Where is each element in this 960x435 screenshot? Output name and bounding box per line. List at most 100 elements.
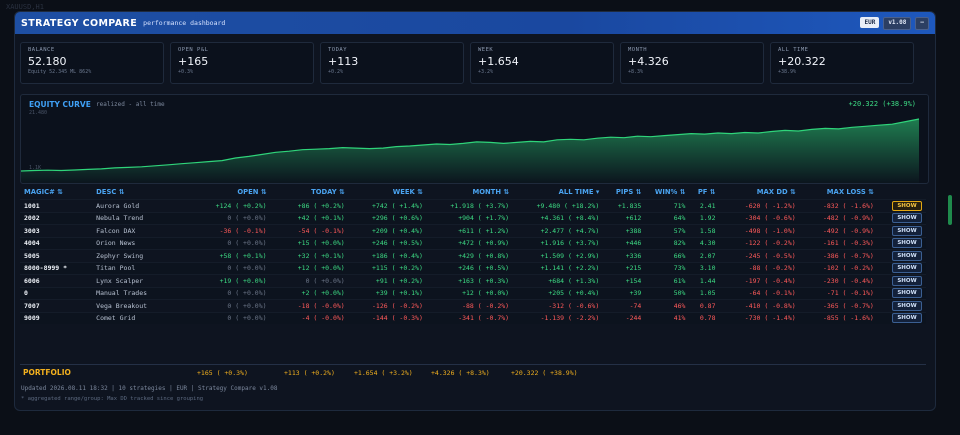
cell-desc: Nebula Trend [92, 211, 193, 225]
cell-maxloss: -71 ( -0.1%) [799, 286, 878, 300]
card-label: ALL TIME [778, 47, 809, 53]
col-win[interactable]: WIN% ⇅ [654, 188, 686, 196]
strategy-table: MAGIC# ⇅ DESC ⇅ OPEN ⇅ TODAY ⇅ WEEK ⇅ MO… [20, 185, 926, 324]
col-desc[interactable]: DESC ⇅ [96, 188, 125, 196]
col-pips[interactable]: PIPS ⇅ [615, 188, 642, 196]
card-label: WEEK [478, 47, 494, 53]
cell-maxdd: -245 ( -0.5%) [719, 249, 800, 262]
title-bar[interactable]: STRATEGY COMPARE performance dashboard E… [15, 12, 935, 34]
cell-today: 0 ( +0.0%) [270, 274, 349, 287]
equity-curve-subtitle: realized - all time [96, 101, 165, 108]
cell-maxloss: -230 ( -0.4%) [799, 274, 878, 287]
col-maxdd[interactable]: MAX DD ⇅ [756, 188, 796, 196]
col-week[interactable]: WEEK ⇅ [392, 188, 423, 196]
show-button[interactable]: SHOW [892, 300, 922, 311]
cell-today: -4 ( -0.0%) [270, 311, 349, 324]
app-title: STRATEGY COMPARE [21, 17, 138, 29]
cell-magic: 7007 [20, 299, 93, 312]
table-row: 7007 Vega Breakout 0 ( +0.0%) -18 ( -0.0%) -… [20, 299, 926, 312]
cell-alltime: +2.477 ( +4.7%) [513, 224, 604, 237]
version-chip: v1.08 [883, 17, 912, 30]
show-button[interactable]: SHOW [892, 250, 922, 261]
col-magic[interactable]: MAGIC# ⇅ [24, 188, 63, 196]
cell-maxdd: -304 ( -0.6%) [719, 211, 800, 225]
cell-maxdd: -620 ( -1.2%) [719, 199, 800, 212]
cell-maxdd: -197 ( -0.4%) [719, 274, 800, 287]
cell-desc: Vega Breakout [92, 299, 193, 312]
cell-maxdd: -64 ( -0.1%) [719, 286, 800, 300]
cell-week: +39 ( +0.1%) [348, 286, 427, 300]
cell-pips: +1.835 [603, 199, 646, 212]
show-button[interactable]: SHOW [892, 313, 922, 324]
cell-alltime: +205 ( +0.4%) [513, 286, 604, 300]
cell-win: 66% [645, 249, 690, 262]
show-button[interactable]: SHOW [892, 213, 922, 224]
cell-desc: Titan Pool [92, 261, 193, 275]
col-alltime[interactable]: ALL TIME ▾ [558, 188, 600, 196]
cell-pf: 0.87 [689, 299, 720, 312]
cell-action: SHOW [877, 249, 926, 262]
cell-win: 71% [645, 199, 690, 212]
cell-week: +296 ( +0.6%) [348, 211, 427, 225]
cell-pf: 3.10 [689, 261, 720, 275]
cell-open: 0 ( +0.0%) [192, 311, 271, 324]
cell-maxloss: -482 ( -0.9%) [799, 211, 878, 225]
equity-curve-line [21, 118, 920, 172]
summary-cards: BALANCE 52.180 Equity 52.345 ML 862% OPE… [20, 42, 914, 84]
card-sub: +38.9% [778, 69, 797, 75]
show-button[interactable]: SHOW [892, 200, 922, 211]
cell-alltime: +1.509 ( +2.9%) [513, 249, 604, 262]
cell-today: -18 ( -0.0%) [270, 299, 349, 312]
cell-open: +124 ( +0.2%) [192, 199, 271, 212]
cell-today: +12 ( +0.0%) [270, 261, 349, 275]
card-value: +20.322 [778, 55, 826, 68]
chart-symbol-label: XAUUSD,H1 [6, 3, 44, 11]
card-sub: +8.3% [628, 69, 644, 75]
show-button[interactable]: SHOW [892, 263, 922, 274]
show-button[interactable]: SHOW [892, 288, 922, 299]
col-pf[interactable]: PF ⇅ [697, 188, 716, 196]
cell-action: SHOW [877, 299, 926, 312]
card-week: WEEK +1.654 +3.2% [470, 42, 614, 84]
cell-pf: 2.41 [689, 199, 720, 212]
show-button[interactable]: SHOW [892, 238, 922, 249]
status-footer: Updated 2026.08.11 18:32 | 10 strategies… [21, 385, 278, 392]
show-button[interactable]: SHOW [892, 225, 922, 236]
cell-month: +246 ( +0.5%) [426, 261, 514, 275]
col-month[interactable]: MONTH ⇅ [472, 188, 510, 196]
cell-alltime: +4.361 ( +8.4%) [513, 211, 604, 225]
cell-month: +1.918 ( +3.7%) [426, 199, 514, 212]
card-all-time: ALL TIME +20.322 +38.9% [770, 42, 914, 84]
table-body: 1001 Aurora Gold +124 ( +0.2%) +86 ( +0.2%)… [20, 199, 926, 324]
minimize-button[interactable]: – [915, 17, 929, 30]
col-open[interactable]: OPEN ⇅ [237, 188, 267, 196]
cell-magic: 2002 [20, 211, 93, 225]
cell-win: 61% [645, 274, 690, 287]
portfolio-alltime: +20.322 ( +38.9%) [511, 369, 578, 377]
cell-open: 0 ( +0.0%) [192, 211, 271, 225]
cell-open: 0 ( +0.0%) [192, 236, 271, 250]
cell-pf: 2.07 [689, 249, 720, 262]
show-button[interactable]: SHOW [892, 275, 922, 286]
cell-pips: -244 [603, 311, 646, 324]
cell-today: +86 ( +0.2%) [270, 199, 349, 212]
cell-desc: Falcon DAX [92, 224, 193, 237]
currency-chip[interactable]: EUR [860, 17, 880, 28]
cell-magic: 4004 [20, 236, 93, 250]
cell-action: SHOW [877, 261, 926, 275]
cell-magic: 0 [20, 286, 93, 300]
cell-maxloss: -365 ( -0.7%) [799, 299, 878, 312]
cell-month: -341 ( -0.7%) [426, 311, 514, 324]
cell-magic: 8000-8999 * [20, 261, 93, 275]
col-maxloss[interactable]: MAX LOSS ⇅ [826, 188, 874, 196]
cell-pips: +612 [603, 211, 646, 225]
col-today[interactable]: TODAY ⇅ [311, 188, 345, 196]
scroll-grip-handle[interactable] [948, 195, 952, 225]
cell-month: +472 ( +0.9%) [426, 236, 514, 250]
cell-open: 0 ( +0.0%) [192, 299, 271, 312]
cell-month: +429 ( +0.8%) [426, 249, 514, 262]
cell-action: SHOW [877, 311, 926, 324]
cell-pips: +388 [603, 224, 646, 237]
cell-week: +246 ( +0.5%) [348, 236, 427, 250]
card-sub: +3.2% [478, 69, 494, 75]
